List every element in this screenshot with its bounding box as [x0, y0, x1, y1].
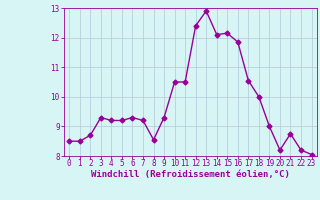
- X-axis label: Windchill (Refroidissement éolien,°C): Windchill (Refroidissement éolien,°C): [91, 170, 290, 179]
